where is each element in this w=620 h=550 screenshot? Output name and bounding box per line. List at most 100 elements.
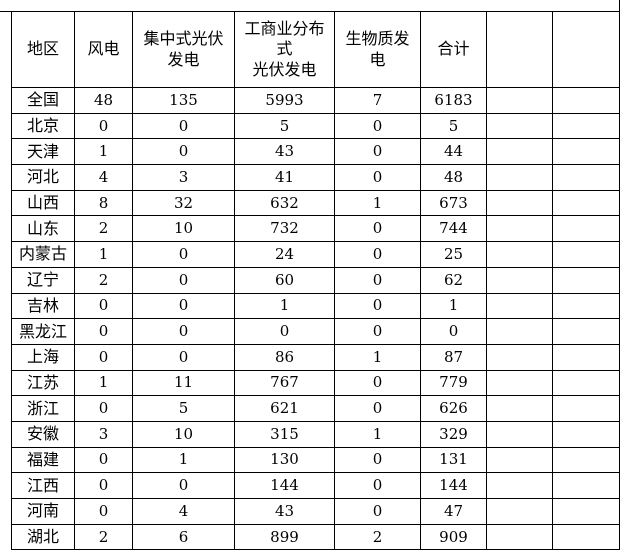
empty-cell <box>486 164 553 191</box>
empty-cell <box>552 292 620 320</box>
empty-header-cell <box>552 11 620 88</box>
header-line: 地区 <box>26 39 59 59</box>
cell-central-pv: 32 <box>132 189 235 217</box>
cell-biomass: 0 <box>334 164 421 191</box>
cell-wind: 2 <box>74 215 133 243</box>
cell-wind: 8 <box>74 189 133 217</box>
cell-central-pv: 0 <box>132 112 235 140</box>
header-distributed-pv: 工商业分布式光伏发电 <box>234 11 335 88</box>
empty-cell <box>486 369 553 397</box>
cell-region: 河北 <box>11 164 75 191</box>
cell-wind: 0 <box>74 446 133 474</box>
cell-biomass: 0 <box>334 318 421 345</box>
table-row: 上海 0 0 86 1 87 <box>11 343 620 371</box>
empty-cell <box>552 498 620 525</box>
table-row: 全国 48 135 5993 7 6183 <box>11 87 620 114</box>
table-row: 山东 2 10 732 0 744 <box>11 215 620 243</box>
cell-total: 47 <box>420 498 487 525</box>
cell-total: 744 <box>420 215 487 243</box>
cell-central-pv: 0 <box>132 318 235 345</box>
cell-biomass: 0 <box>334 266 421 294</box>
header-line: 工商业分布 <box>244 18 325 38</box>
cell-wind: 0 <box>74 112 133 140</box>
cell-central-pv: 11 <box>132 369 235 397</box>
empty-cell <box>486 292 553 320</box>
cell-central-pv: 10 <box>132 420 235 448</box>
table-row: 安徽 3 10 315 1 329 <box>11 420 620 448</box>
table-row: 吉林 0 0 1 0 1 <box>11 292 620 320</box>
cell-total: 25 <box>420 241 487 268</box>
cell-region: 辽宁 <box>11 266 75 294</box>
cell-total: 87 <box>420 343 487 371</box>
table-row: 河北 4 3 41 0 48 <box>11 164 620 191</box>
cell-biomass: 0 <box>334 215 421 243</box>
cell-biomass: 0 <box>334 395 421 422</box>
cell-region: 全国 <box>11 87 75 114</box>
empty-cell <box>552 164 620 191</box>
cell-region: 江西 <box>11 472 75 499</box>
cell-region: 山西 <box>11 189 75 217</box>
cell-distributed-pv: 632 <box>234 189 335 217</box>
cell-central-pv: 0 <box>132 292 235 320</box>
cell-central-pv: 1 <box>132 446 235 474</box>
cell-biomass: 1 <box>334 420 421 448</box>
cell-biomass: 0 <box>334 138 421 166</box>
empty-cell <box>486 523 553 550</box>
table-row: 辽宁 2 0 60 0 62 <box>11 266 620 294</box>
empty-cell <box>552 266 620 294</box>
table-row: 内蒙古 1 0 24 0 25 <box>11 241 620 268</box>
cell-total: 329 <box>420 420 487 448</box>
cell-total: 62 <box>420 266 487 294</box>
cell-total: 48 <box>420 164 487 191</box>
empty-cell <box>486 498 553 525</box>
cell-central-pv: 0 <box>132 266 235 294</box>
table-row: 河南 0 4 43 0 47 <box>11 498 620 525</box>
cell-distributed-pv: 130 <box>234 446 335 474</box>
cell-biomass: 0 <box>334 369 421 397</box>
cell-biomass: 0 <box>334 241 421 268</box>
table-row: 湖北 2 6 899 2 909 <box>11 523 620 550</box>
cell-total: 44 <box>420 138 487 166</box>
empty-cell <box>486 138 553 166</box>
empty-cell <box>486 215 553 243</box>
cell-central-pv: 3 <box>132 164 235 191</box>
cell-total: 6183 <box>420 87 487 114</box>
cell-region: 江苏 <box>11 369 75 397</box>
table-body: 地区 风电 集中式光伏 发电 工商业分布式光伏发电 生物质发电合计 全国 48 135 5993 7… <box>11 11 620 550</box>
cell-region: 山东 <box>11 215 75 243</box>
cell-region: 上海 <box>11 343 75 371</box>
cell-wind: 48 <box>74 87 133 114</box>
capacity-table: 地区 风电 集中式光伏 发电 工商业分布式光伏发电 生物质发电合计 全国 48 135 5993 7… <box>11 11 620 550</box>
cell-biomass: 0 <box>334 472 421 499</box>
empty-cell <box>486 189 553 217</box>
header-line: 合计 <box>437 39 470 59</box>
empty-cell <box>552 189 620 217</box>
empty-cell <box>486 112 553 140</box>
cell-distributed-pv: 732 <box>234 215 335 243</box>
cell-central-pv: 0 <box>132 472 235 499</box>
cell-central-pv: 5 <box>132 395 235 422</box>
empty-cell <box>552 523 620 550</box>
cell-region: 湖北 <box>11 523 75 550</box>
cell-region: 吉林 <box>11 292 75 320</box>
cell-total: 1 <box>420 292 487 320</box>
cell-distributed-pv: 899 <box>234 523 335 550</box>
cell-biomass: 0 <box>334 446 421 474</box>
cell-central-pv: 4 <box>132 498 235 525</box>
empty-cell <box>552 138 620 166</box>
empty-cell <box>486 87 553 114</box>
cell-wind: 0 <box>74 472 133 499</box>
cell-total: 131 <box>420 446 487 474</box>
cell-distributed-pv: 315 <box>234 420 335 448</box>
table-row: 山西 8 32 632 1 673 <box>11 189 620 217</box>
cell-region: 黑龙江 <box>11 318 75 345</box>
header-line: 式 <box>276 39 293 59</box>
cell-distributed-pv: 5993 <box>234 87 335 114</box>
cell-region: 北京 <box>11 112 75 140</box>
cell-biomass: 1 <box>334 189 421 217</box>
cell-wind: 1 <box>74 138 133 166</box>
top-left-rule <box>0 11 11 12</box>
cell-region: 浙江 <box>11 395 75 422</box>
empty-cell <box>552 369 620 397</box>
cell-total: 0 <box>420 318 487 345</box>
